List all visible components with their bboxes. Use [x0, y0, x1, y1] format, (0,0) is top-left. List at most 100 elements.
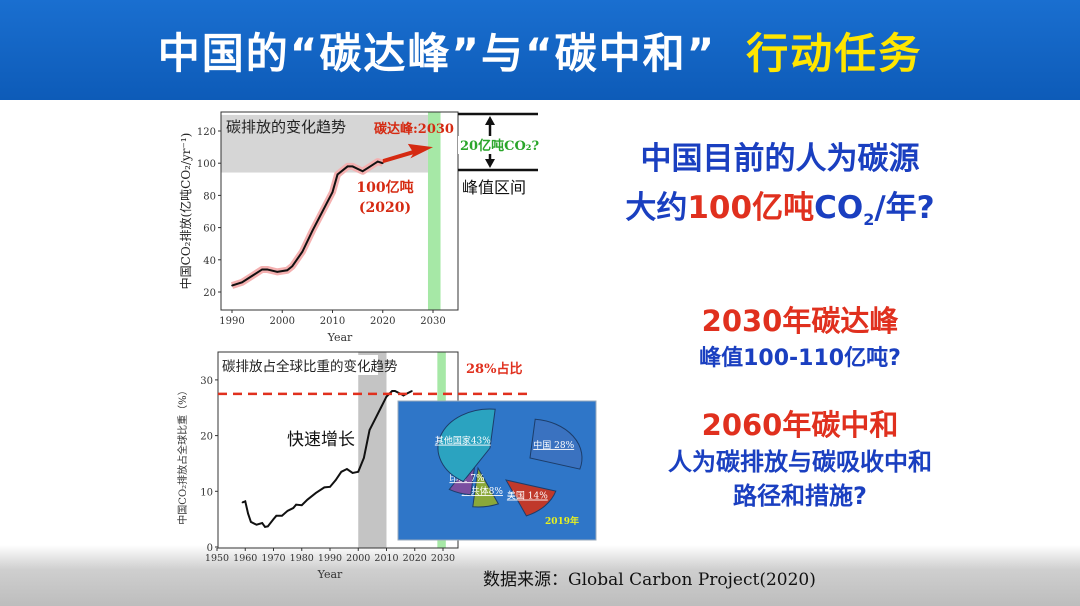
share-annotation: 28%占比 — [466, 361, 522, 377]
plot-frame — [220, 111, 459, 311]
peak-year-band — [427, 112, 441, 310]
pie-slice — [505, 479, 557, 517]
data-point — [250, 521, 252, 523]
y-tick-label: 100 — [197, 159, 216, 170]
x-tick-label: 2030 — [420, 316, 445, 327]
peak-title: 2030年碳达峰 — [701, 304, 899, 338]
x-tick-label: 1990 — [219, 316, 244, 327]
peak-range-shade — [221, 114, 428, 173]
arrow-down-icon — [485, 159, 495, 168]
data-point — [394, 390, 396, 392]
x-tick-label: 1970 — [261, 553, 285, 564]
x-tick-label: 1960 — [233, 553, 257, 564]
pie-chart: 中国 28%美国 14%欧共体8%印度 7%其他国家43%2019年 — [397, 400, 597, 541]
chart-title: 碳排放的变化趋势 — [226, 118, 346, 136]
data-point — [376, 160, 379, 163]
pie-slice — [529, 418, 583, 470]
data-point — [371, 164, 374, 166]
arrow-up-icon — [485, 116, 495, 125]
y-tick-label: 120 — [197, 127, 216, 138]
bottom-shade — [0, 545, 1080, 606]
data-point — [295, 503, 297, 506]
neutral-title: 2060年碳中和 — [701, 408, 899, 442]
current-source-question: 中国目前的人为碳源 大约100亿吨CO2/年? — [590, 133, 970, 229]
x-tick-label: 2020 — [403, 553, 427, 564]
data-point — [326, 201, 329, 203]
y-axis-label: 中国CO₂排放(亿吨CO₂/yr⁻¹) — [178, 133, 193, 290]
data-point — [351, 472, 354, 474]
data-point — [255, 523, 258, 526]
pie-slice — [472, 466, 500, 508]
x-tick-label: 2010 — [374, 553, 398, 564]
shaded-period — [358, 352, 387, 548]
pie-label: 中国 28% — [533, 439, 574, 451]
q1-co: CO — [814, 190, 864, 226]
y-tick-label: 10 — [200, 487, 213, 498]
x-tick-label: 2000 — [270, 316, 295, 327]
pie-background — [397, 400, 597, 541]
data-point — [292, 507, 295, 509]
current-year-annotation: (2020) — [359, 200, 411, 216]
data-point — [301, 250, 304, 253]
pie-label: 其他国家43% — [435, 435, 491, 447]
data-point — [402, 394, 405, 397]
data-point — [311, 230, 314, 232]
data-point — [334, 479, 337, 481]
data-point — [366, 167, 369, 169]
range-label: 峰值区间 — [462, 178, 526, 197]
data-point — [321, 210, 324, 213]
title-bg — [220, 355, 378, 375]
data-point — [340, 471, 343, 473]
data-point — [361, 170, 364, 173]
data-point — [411, 390, 413, 392]
range-amount: 20亿吨CO₂? — [460, 138, 539, 154]
data-point — [251, 275, 253, 277]
y-tick-label: 40 — [203, 256, 216, 267]
data-point — [346, 165, 349, 168]
q1-a: 大约 — [625, 190, 688, 226]
x-axis-label: Year — [317, 568, 343, 581]
x-tick-label: 1980 — [290, 553, 314, 564]
data-point — [261, 522, 264, 524]
data-point — [264, 526, 266, 528]
growth-annotation: 快速增长 — [287, 430, 355, 450]
data-point — [241, 281, 243, 284]
data-point — [231, 284, 233, 287]
data-point — [291, 265, 294, 268]
peak-annotation: 碳达峰:2030 — [374, 121, 454, 137]
data-point — [336, 173, 339, 176]
peak-arrow — [382, 143, 433, 164]
data-point — [266, 268, 268, 271]
x-axis-label: Year — [327, 331, 353, 344]
q1-line2: 大约100亿吨CO2/年? — [590, 182, 970, 229]
data-point — [346, 468, 348, 470]
y-tick-label: 0 — [207, 543, 213, 554]
slide-title-highlight: 行动任务 — [746, 28, 923, 78]
data-source: 数据来源：Global Carbon Project(2020) — [483, 570, 816, 590]
data-point — [331, 191, 334, 193]
data-point — [306, 498, 309, 501]
y-axis-label: 中国CO₂排放占全球比重（%） — [176, 385, 189, 524]
pie-slice — [437, 408, 496, 483]
data-point — [276, 271, 279, 273]
data-point — [374, 418, 377, 420]
neutral-line2: 路径和措施? — [733, 482, 867, 510]
y-tick-label: 20 — [200, 432, 213, 443]
x-tick-label: 2030 — [431, 553, 455, 564]
data-point — [385, 395, 388, 398]
data-point — [275, 515, 278, 517]
emissions-chart: 20 40 60 80 100 120 1990 2000 2010 2020 2030 Year 中国… — [178, 111, 543, 344]
x-tick-label: 2020 — [370, 316, 395, 327]
data-point — [323, 486, 326, 489]
pie-label: 美国 14% — [507, 490, 548, 502]
data-point — [329, 486, 331, 488]
x-tick-label: 2010 — [320, 316, 345, 327]
data-point — [286, 509, 289, 512]
data-point — [368, 429, 371, 431]
data-point — [315, 492, 317, 494]
data-point — [286, 269, 289, 272]
x-tick-label: 1990 — [318, 553, 342, 564]
data-point — [281, 515, 283, 517]
q1-amount: 100亿吨 — [687, 190, 815, 226]
